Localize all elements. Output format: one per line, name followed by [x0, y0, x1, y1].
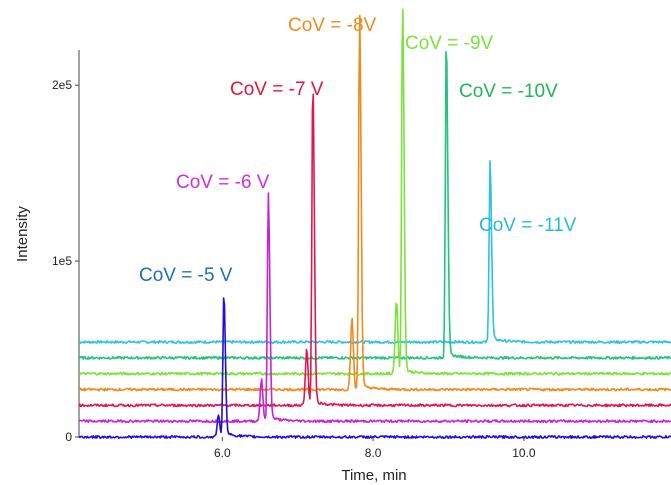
peak-label-cov-7: CoV = -7 V — [230, 79, 324, 100]
x-tick-label: 10.0 — [512, 446, 536, 460]
peak-label-cov-9: CoV = -9V — [405, 33, 494, 54]
y-axis-title: Intensity — [14, 206, 31, 262]
y-ticks: 0 1e5 2e5 — [52, 78, 79, 444]
trace-11 — [78, 160, 671, 345]
trace-6 — [78, 192, 671, 424]
peak-label-cov-6: CoV = -6 V — [176, 172, 270, 193]
x-axis-title: Time, min — [341, 467, 406, 484]
trace-9 — [78, 8, 671, 376]
trace-7 — [78, 93, 671, 408]
peak-labels: CoV = -5 V CoV = -6 V CoV = -7 V CoV = -… — [139, 15, 577, 286]
y-tick-label: 0 — [65, 430, 72, 444]
x-ticks: 6.0 8.0 10.0 — [214, 437, 536, 460]
peak-label-cov-10: CoV = -10V — [459, 81, 558, 102]
x-tick-label: 8.0 — [365, 446, 382, 460]
y-tick-label: 1e5 — [52, 254, 72, 268]
y-tick-label: 2e5 — [52, 78, 72, 92]
axes: 0 1e5 2e5 6.0 8.0 10.0 — [52, 50, 536, 460]
peak-label-cov-5: CoV = -5 V — [139, 265, 233, 286]
trace-5 — [78, 297, 671, 440]
x-tick-label: 6.0 — [214, 446, 231, 460]
peak-label-cov-8: CoV = -8V — [288, 15, 377, 36]
traces — [78, 8, 671, 440]
trace-10 — [78, 50, 671, 360]
peak-label-cov-11: CoV = -11V — [479, 215, 577, 236]
trace-8 — [78, 14, 671, 392]
